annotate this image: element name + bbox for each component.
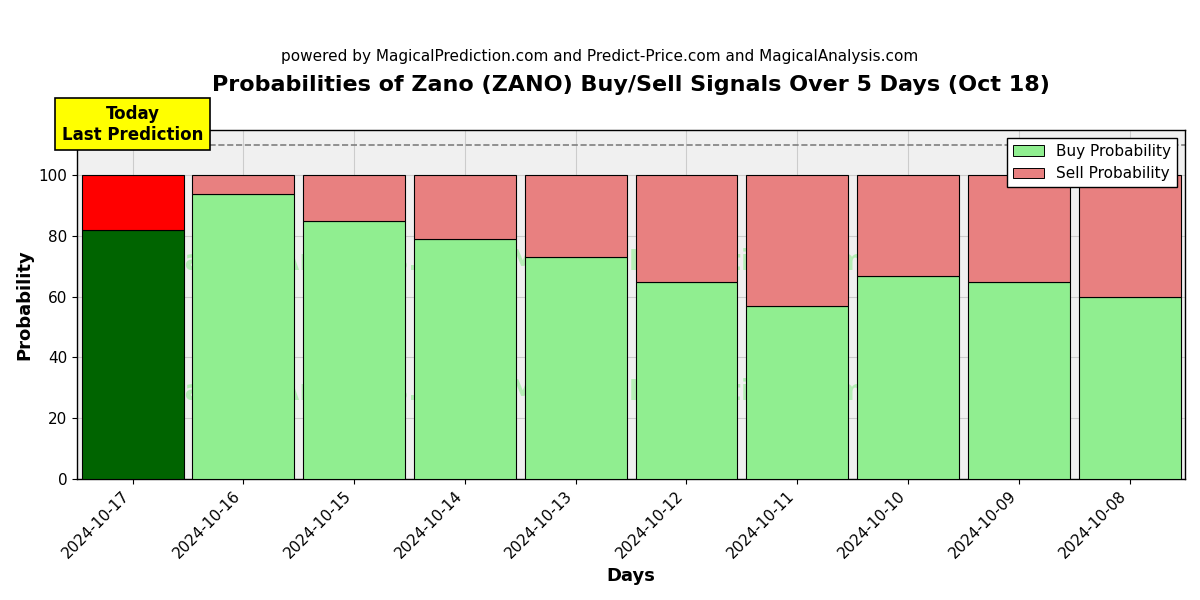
Bar [636, 281, 738, 479]
Bar [636, 175, 738, 281]
Text: Today
Last Prediction: Today Last Prediction [62, 105, 203, 143]
Bar [1079, 175, 1181, 297]
Text: MagicalAnalysis.com: MagicalAnalysis.com [157, 377, 484, 406]
Bar [968, 281, 1069, 479]
Bar [857, 175, 959, 275]
Text: MagicalPrediction.com: MagicalPrediction.com [509, 248, 865, 277]
Bar [192, 175, 294, 194]
Bar [414, 239, 516, 479]
Bar [82, 175, 184, 230]
Bar [857, 275, 959, 479]
Text: MagicalAnalysis.com: MagicalAnalysis.com [157, 248, 484, 277]
X-axis label: Days: Days [607, 567, 655, 585]
Bar [414, 175, 516, 239]
Bar [524, 175, 626, 257]
Y-axis label: Probability: Probability [14, 249, 32, 360]
Bar [304, 175, 406, 221]
Title: Probabilities of Zano (ZANO) Buy/Sell Signals Over 5 Days (Oct 18): Probabilities of Zano (ZANO) Buy/Sell Si… [212, 75, 1050, 95]
Bar [1079, 297, 1181, 479]
Bar [746, 306, 848, 479]
Bar [746, 175, 848, 306]
Legend: Buy Probability, Sell Probability: Buy Probability, Sell Probability [1007, 137, 1177, 187]
Text: powered by MagicalPrediction.com and Predict-Price.com and MagicalAnalysis.com: powered by MagicalPrediction.com and Pre… [281, 49, 919, 64]
Text: MagicalPrediction.com: MagicalPrediction.com [509, 377, 865, 406]
Bar [968, 175, 1069, 281]
Bar [82, 230, 184, 479]
Bar [192, 194, 294, 479]
Bar [304, 221, 406, 479]
Bar [524, 257, 626, 479]
